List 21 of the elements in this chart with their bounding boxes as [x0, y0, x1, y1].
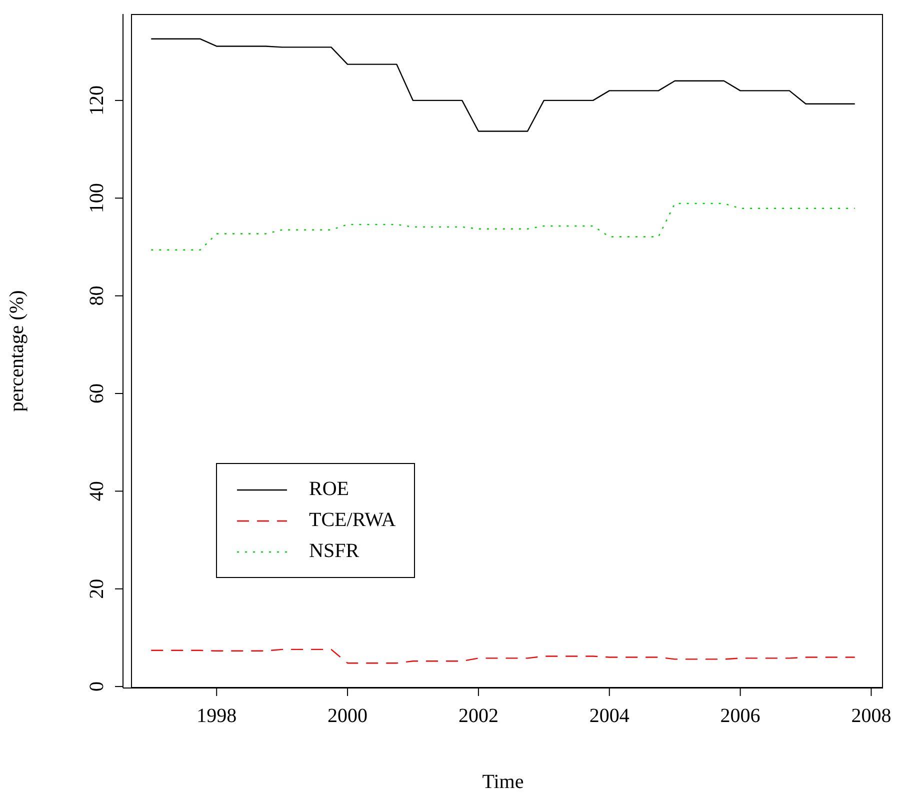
legend-label: TCE/RWA [309, 509, 396, 532]
x-tick-label: 1998 [196, 705, 237, 727]
x-axis-title: Time [482, 771, 524, 793]
line-series [150, 202, 856, 250]
legend-label: NSFR [309, 540, 360, 563]
x-tick-label: 2006 [720, 705, 760, 727]
y-axis-title: percentage (%) [6, 290, 28, 412]
y-tick-label: 20 [86, 578, 108, 599]
y-tick-label: 80 [86, 286, 108, 306]
y-tick-label: 60 [86, 383, 108, 404]
line-series [150, 648, 856, 664]
y-tick-label: 100 [86, 183, 108, 214]
y-tick-label: 0 [86, 682, 108, 692]
x-tick-label: 2000 [328, 705, 368, 727]
x-tick-label: 2004 [589, 705, 630, 727]
x-tick-label: 2008 [851, 705, 892, 727]
x-tick-label: 2002 [458, 705, 498, 727]
legend-label: ROE [309, 478, 349, 501]
line-series [150, 38, 856, 132]
y-tick-label: 40 [86, 481, 108, 502]
y-tick-label: 120 [86, 85, 108, 116]
